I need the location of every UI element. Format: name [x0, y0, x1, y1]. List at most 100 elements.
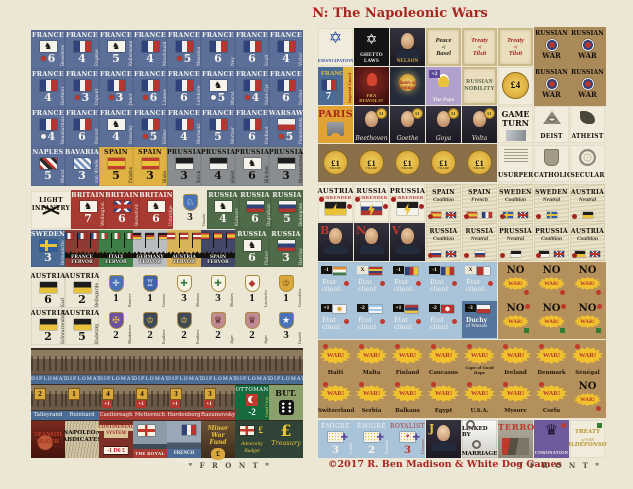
admiralty-budget-counter[interactable]: £ Admiralty Budget [235, 421, 269, 458]
but-die-counter[interactable]: BUT. [269, 385, 303, 420]
austria-coalition-counter[interactable]: AUSTRIA Coalition [570, 223, 605, 261]
one-pound-trade-counter[interactable]: £1 TRADE [354, 145, 389, 182]
bonaparte-b-counter[interactable]: B [318, 223, 353, 261]
counter-grenadiers[interactable]: ♔ 1 Grenadiers [269, 272, 303, 308]
etat-client-counter[interactable]: -2 État client [354, 301, 389, 338]
counter-austria[interactable]: AUSTRIA 2 Schwarzenberg [31, 309, 65, 345]
counter-russia[interactable]: RUSSIA ♞ 4 Kutusov [207, 191, 239, 229]
spain-coalition-counter[interactable]: SPAIN Coalition [426, 184, 461, 222]
war-mysore-counter[interactable]: WAR! Mysore [498, 379, 533, 416]
continental-system-counter[interactable]: CONTINENTAL SYSTEM -1 D6 £ [96, 421, 136, 458]
counter-musketeers[interactable]: ✠ 2 Musketeers [99, 309, 133, 345]
counter-france[interactable]: FRANCE 4 Macdonald [133, 31, 167, 69]
sweden-coalition-counter[interactable]: SWEDEN Coalition [498, 184, 533, 222]
counter-spain[interactable]: SPAIN 5 Palafox [99, 148, 133, 186]
counter-france-fervor[interactable]: FRANCE FERVOR [65, 230, 99, 267]
peace-of-basel-counter[interactable]: Peace of Basel [426, 28, 461, 66]
counter-france[interactable]: FRANCE ♞ 5 Kellermann [99, 31, 133, 69]
no-war-counter[interactable]: NO WAR! [534, 301, 569, 338]
diplomat-counter[interactable]: DIPLOMAT [133, 350, 169, 384]
counter-warsaw[interactable]: WARSAW 5 Poniatowski [269, 109, 303, 147]
counter-marines[interactable]: ✚ 3 Marines [167, 272, 201, 308]
prussia-neutral-counter[interactable]: PRUSSIA Neutral [498, 223, 533, 261]
diplomat-counter[interactable]: DIPLOMAT [31, 350, 67, 384]
counter-italy-fervor[interactable]: ITALY FERVOR [99, 230, 133, 267]
one-pound-trade-counter[interactable]: £1 TRADE [462, 145, 497, 182]
game-turn-counter[interactable]: GAME TURN [498, 106, 533, 143]
prussia-coalition-counter[interactable]: PRUSSIA Coalition [534, 223, 569, 261]
russia-coalition-counter[interactable]: RUSSIA Coalition [426, 223, 461, 261]
diplomat-counter[interactable]: DIPLOMAT [235, 350, 271, 384]
counter-bavaria[interactable]: BAVARIA 3 van Wrede [65, 148, 99, 186]
counter-russia[interactable]: RUSSIA 6 Bagration [239, 191, 271, 229]
counter-guards[interactable]: ★ 3 Guards [269, 309, 303, 345]
war-serbia-counter[interactable]: WAR! Serbia [354, 379, 389, 416]
treasury-counter[interactable]: £ Treasury [269, 421, 303, 458]
counter-france[interactable]: FRANCE 3 Junot [99, 70, 133, 108]
russian-war-counter[interactable]: RUSSIAN WAR [570, 28, 605, 66]
etat-client-counter[interactable]: X État client [462, 263, 497, 300]
counter-austria[interactable]: AUSTRIA 5 Radetzky [65, 309, 99, 345]
one-pound-trade-counter[interactable]: £1 TRADE [426, 145, 461, 182]
counter-france[interactable]: FRANCE 6 Suchet [269, 70, 303, 108]
etat-client-counter[interactable]: +1 État client [318, 301, 353, 338]
treaty-of-tilsit-counter[interactable]: Treaty of Tilsit [462, 28, 497, 66]
nelson-counter[interactable]: NELSON [390, 28, 425, 66]
counter-jäger[interactable]: ♛ 2 Jäger [201, 309, 235, 345]
counter-france[interactable]: FRANCE 4 Saint-Cyr [235, 70, 269, 108]
secular-counter[interactable]: SECULAR [570, 145, 605, 182]
diplomat-counter[interactable]: DIPLOMAT [99, 350, 135, 384]
counter-france[interactable]: FRANCE 6 Davout [65, 109, 99, 147]
counter-prussia[interactable]: PRUSSIA 3 Braunschweig [269, 148, 303, 186]
coronation-counter[interactable]: ♛ CORONATION [534, 420, 569, 458]
war-finland-counter[interactable]: WAR! Finland [390, 341, 425, 378]
counter-jäger[interactable]: ♛ 2 Jäger [235, 309, 269, 345]
war-haiti-counter[interactable]: WAR! Haïti [318, 341, 353, 378]
war-usa-counter[interactable]: WAR! U.S.A. [462, 379, 497, 416]
goya-counter[interactable]: £1 Goya [426, 106, 461, 143]
battle-of-trafalgar-counter[interactable]: Battle of Trafalgar [390, 67, 425, 105]
counter-russia[interactable]: RUSSIA ♞ 6 Platov [235, 230, 269, 267]
no-war-counter[interactable]: NO WAR! [570, 379, 605, 416]
war-malta-counter[interactable]: WAR! Malta [354, 341, 389, 378]
french-fleet-counter[interactable]: FRENCH FLEET [167, 421, 201, 465]
duchy-of-warsaw-counter[interactable]: -3 Duchy of Warsaw [462, 301, 497, 338]
etat-client-counter[interactable]: +1 État client [390, 301, 425, 338]
counter-france[interactable]: FRANCE 4 Eugène [65, 31, 99, 69]
no-war-counter[interactable]: NO WAR! [570, 263, 605, 300]
counter-prussia[interactable]: PRUSSIA ♞ 6 Blücher [235, 148, 269, 186]
counter-france[interactable]: FRANCE 3 Dupont [65, 70, 99, 108]
counter-diplomat-razumovsky[interactable]: 3 +1 Razumovsky [201, 385, 235, 420]
counter-russia[interactable]: RUSSIA 3 Barclay [269, 230, 303, 267]
counter-prussia[interactable]: PRUSSIA 3 Yorck [167, 148, 201, 186]
minor-war-fund-counter[interactable]: Minor War Fund £ [201, 421, 235, 460]
ottoman-counter[interactable]: OTTOMAN -2 Grand Vizier [235, 385, 269, 420]
russia-neutral-counter[interactable]: RUSSIA Neutral [462, 223, 497, 261]
royal-navy-counter[interactable]: THE ROYAL NAVY [133, 421, 167, 465]
terror-counter[interactable]: TERROR [498, 420, 542, 458]
etat-client-counter[interactable]: X État client [354, 263, 389, 300]
treaty-of-san-ildefonso-counter[interactable]: TREATY of SAN ILDEFONSO [568, 420, 607, 458]
counter-britain[interactable]: BRITAIN ♞ 7 Wellington [71, 191, 105, 229]
counter-spain[interactable]: SPAIN 3 Blake [133, 148, 167, 186]
counter-austria[interactable]: AUSTRIA 2 Bellegarde [65, 272, 99, 308]
france-imperial-guard-counter[interactable]: FRANCE 7 Imperial Guard [318, 67, 353, 105]
emigre-conde-counter[interactable]: ÉMIGRÉ ✚ 3 Condé [318, 420, 353, 458]
atheist-counter[interactable]: ATHEIST [570, 106, 605, 143]
counter-france[interactable]: FRANCE 4 Berthier [31, 70, 65, 108]
counter-marines[interactable]: ✚ 3 Marines [201, 272, 235, 308]
counter-france[interactable]: FRANCE 6 Oudinot [235, 109, 269, 147]
counter-sweden[interactable]: SWEDEN 3 Bernadotte [31, 230, 65, 267]
counter-france[interactable]: FRANCE 4 Victor [269, 31, 303, 69]
counter-guards[interactable]: ♘ 3 Guards [173, 191, 207, 229]
napoleon-abdicates-counter[interactable]: NAPOLEON ABDICATES [63, 421, 101, 458]
volta-counter[interactable]: £1 Volta [462, 106, 497, 143]
counter-france[interactable]: FRANCE 5 Kléber [133, 109, 167, 147]
counter-france[interactable]: FRANCE 6 Lefebvre [167, 70, 201, 108]
counter-france[interactable]: FRANCE ♞ 4 Grouchy [99, 109, 133, 147]
counter-landwehr[interactable]: ◆ 1 Landwehr [235, 272, 269, 308]
war-corfu-counter[interactable]: WAR! Corfu [534, 379, 569, 416]
counter-france[interactable]: FRANCE 5 Masséna [167, 31, 201, 69]
counter-reserve[interactable]: ✛ 1 Reserve [99, 272, 133, 308]
austria-surrender-counter[interactable]: AUSTRIA SURRENDER [318, 184, 353, 222]
